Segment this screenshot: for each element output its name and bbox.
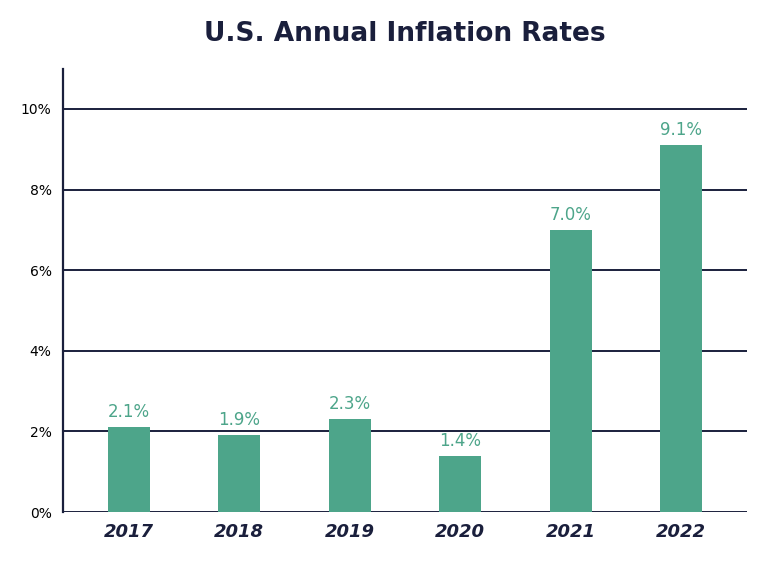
Bar (218, 436, 260, 512)
Bar (550, 230, 591, 512)
Bar (329, 419, 371, 512)
Title: U.S. Annual Inflation Rates: U.S. Annual Inflation Rates (204, 21, 606, 47)
Bar (439, 456, 481, 512)
Bar (108, 427, 150, 512)
Bar (660, 145, 702, 512)
Text: 1.9%: 1.9% (218, 411, 260, 429)
Text: 1.4%: 1.4% (439, 432, 481, 450)
Text: 2.3%: 2.3% (329, 395, 371, 413)
Text: 2.1%: 2.1% (108, 404, 150, 422)
Text: 7.0%: 7.0% (550, 206, 591, 224)
Text: 9.1%: 9.1% (660, 121, 702, 139)
